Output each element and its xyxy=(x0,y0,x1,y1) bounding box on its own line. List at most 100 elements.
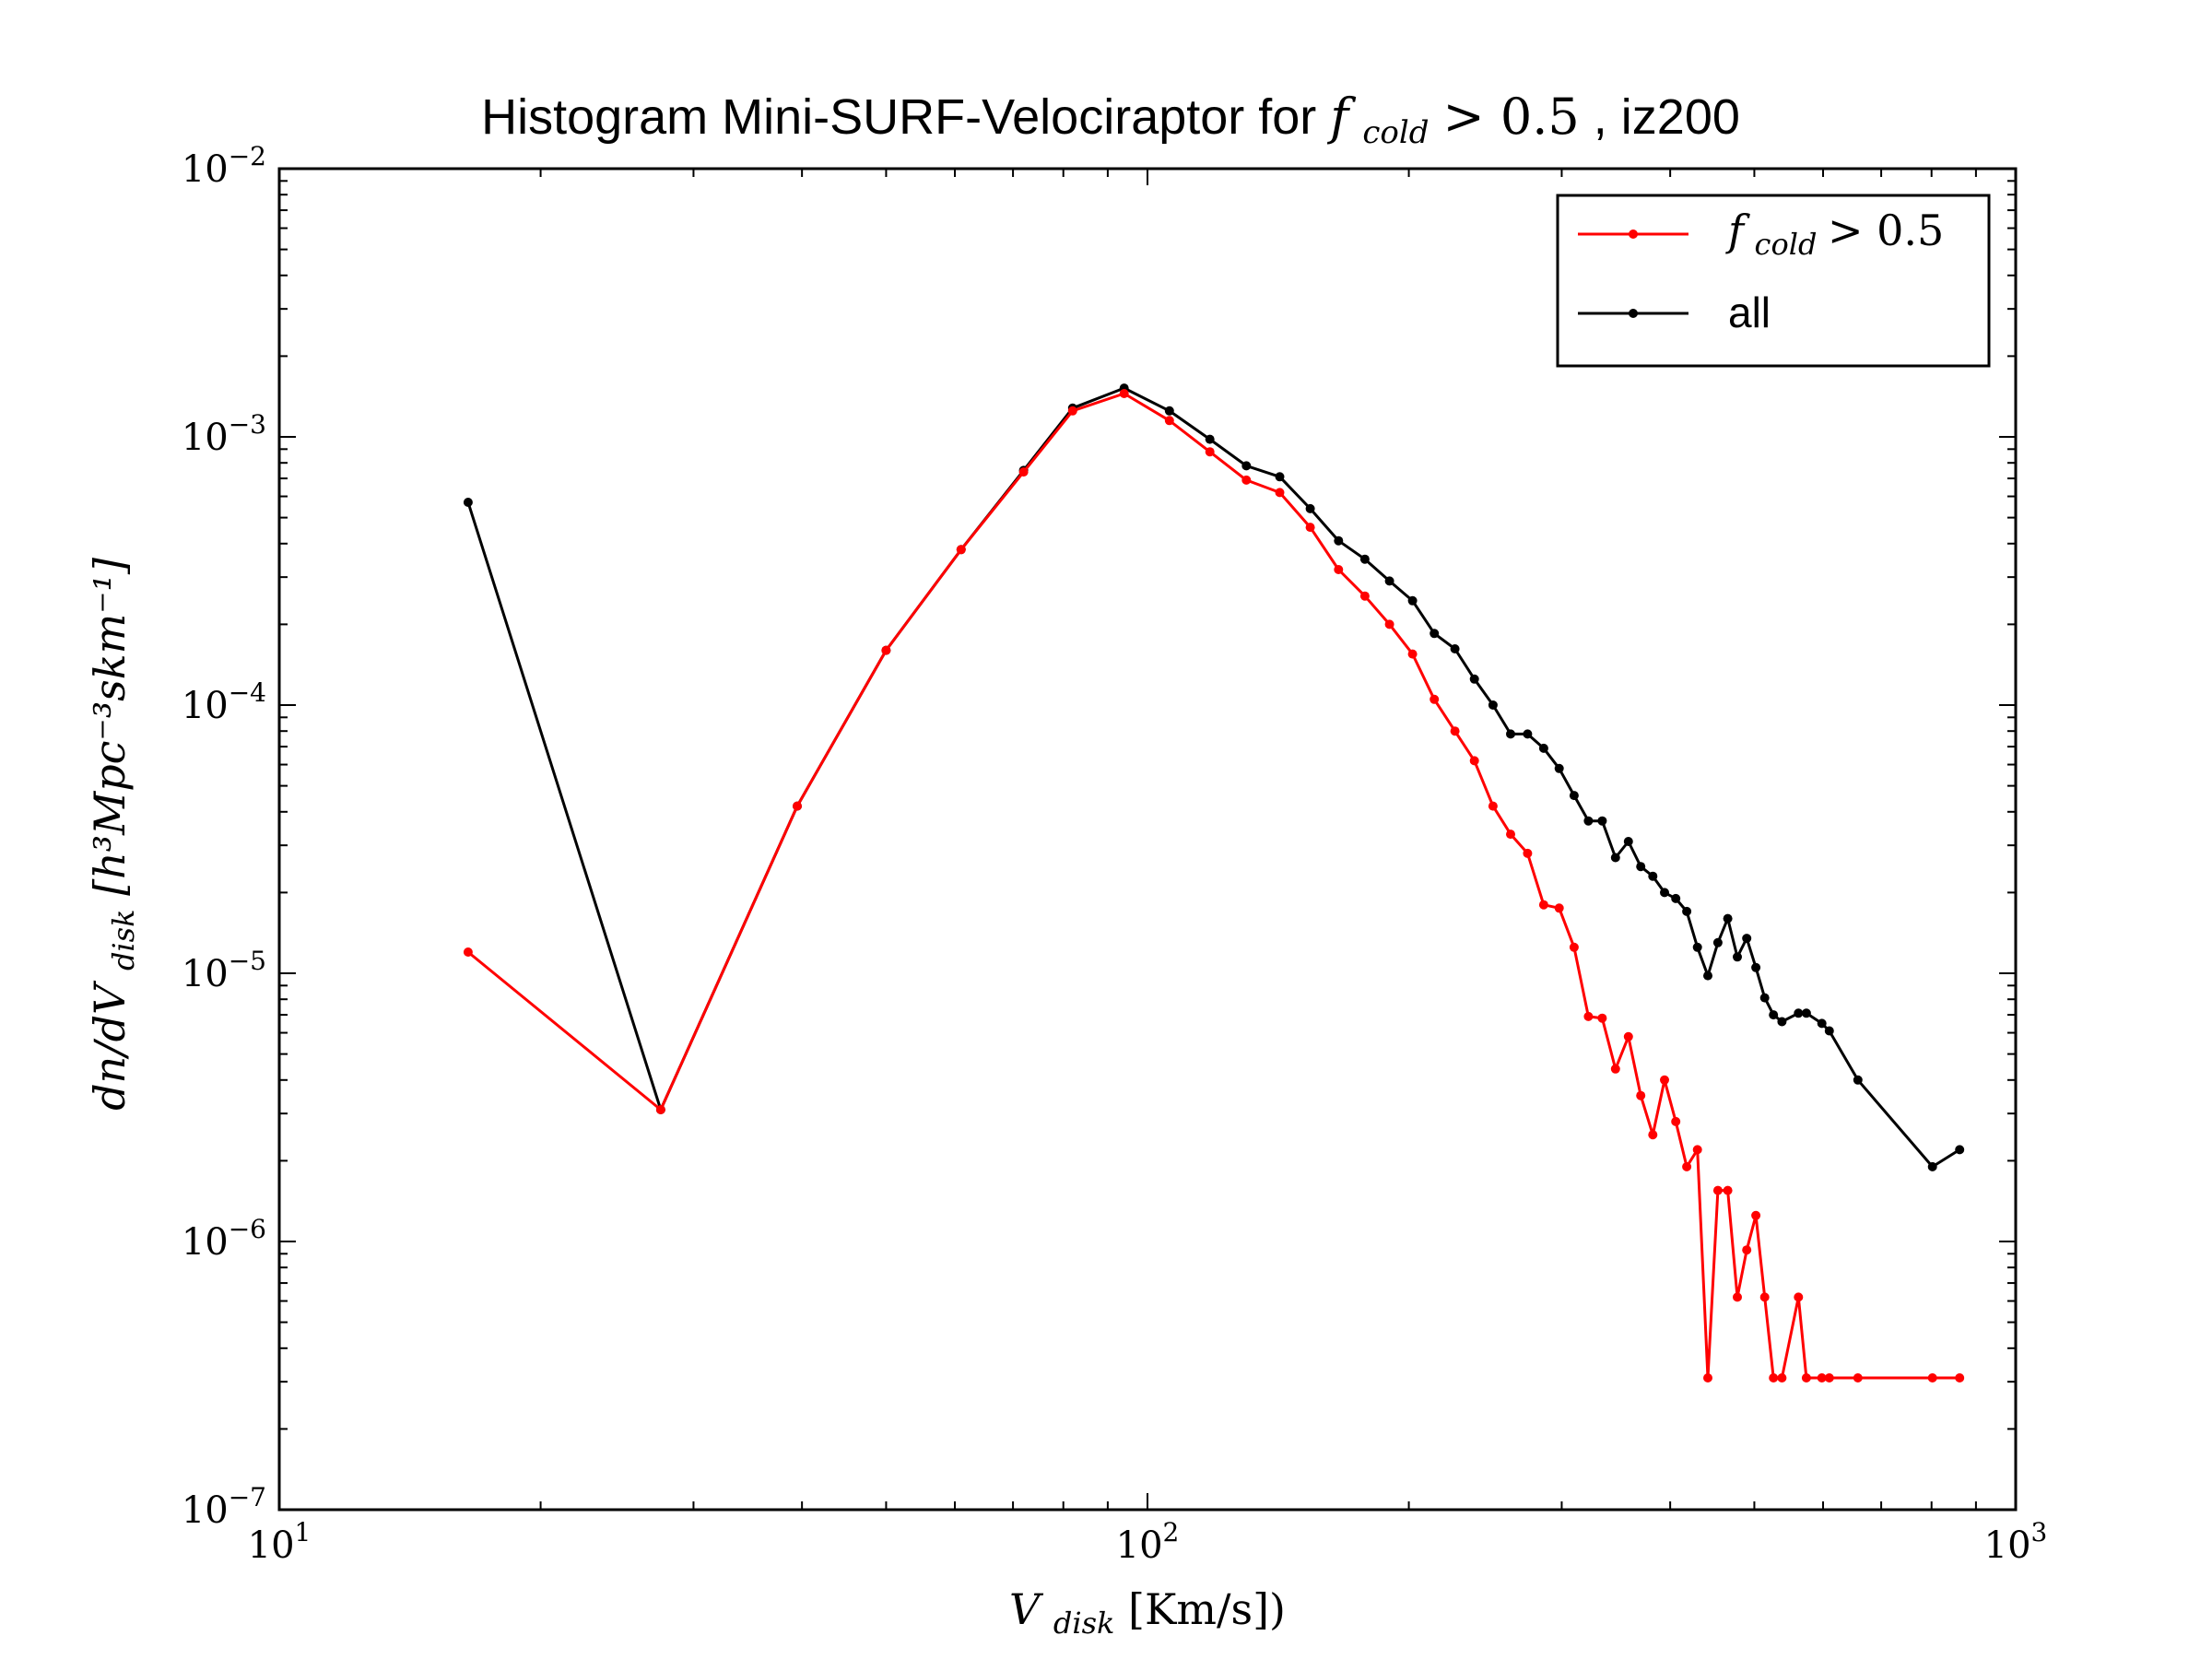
point-fcold xyxy=(1660,1075,1669,1085)
x-axis-label: V disk [Km/s]) xyxy=(1009,1584,1286,1643)
x-tick-label-exp: 2 xyxy=(1163,1517,1180,1547)
point-all xyxy=(1205,434,1215,444)
point-fcold xyxy=(1692,1145,1702,1155)
line-fcold xyxy=(466,392,1960,1380)
x-axis-label-sub: disk xyxy=(1053,1606,1115,1641)
point-all xyxy=(1777,1017,1787,1027)
point-all xyxy=(1801,1008,1811,1018)
point-all xyxy=(1538,743,1548,753)
point-all xyxy=(1853,1075,1863,1085)
point-all xyxy=(1430,629,1440,639)
point-all xyxy=(1523,729,1533,739)
point-all xyxy=(1469,674,1479,684)
point-all xyxy=(1648,871,1658,881)
axis-ticks xyxy=(278,169,2016,1511)
legend-label-fcold-sub: cold xyxy=(1755,227,1818,262)
plot-frame xyxy=(277,167,2018,1512)
point-fcold xyxy=(1488,801,1498,811)
point-all xyxy=(1733,952,1742,962)
point-all xyxy=(1623,837,1633,846)
x-tick-label-exp: 3 xyxy=(2031,1517,2048,1547)
point-fcold xyxy=(1450,726,1460,736)
point-all xyxy=(1817,1018,1827,1029)
y-tick-label-base: 10 xyxy=(182,1221,229,1264)
point-fcold xyxy=(1623,1031,1633,1041)
y-tick-label-base: 10 xyxy=(182,685,229,727)
point-all xyxy=(1660,888,1669,898)
point-all xyxy=(1955,1145,1965,1155)
point-fcold xyxy=(655,1105,665,1114)
y-tick-label: 10−3 xyxy=(182,409,266,459)
point-all xyxy=(1569,791,1579,801)
y-tick-label-exp: −3 xyxy=(229,409,266,440)
y-axis-label-text: dn/dV xyxy=(85,980,135,1111)
point-fcold xyxy=(1506,830,1515,840)
point-fcold xyxy=(1018,467,1029,477)
y-tick-label: 10−5 xyxy=(182,946,266,995)
point-all xyxy=(1450,644,1460,653)
point-fcold xyxy=(1671,1116,1681,1126)
point-all xyxy=(1334,535,1344,546)
point-fcold xyxy=(1164,416,1174,426)
legend-label-fcold-var: f xyxy=(1725,206,1750,255)
y-tick-label: 10−2 xyxy=(182,141,266,191)
point-fcold xyxy=(1597,1013,1607,1023)
point-all xyxy=(1671,893,1681,903)
point-fcold xyxy=(1523,848,1533,858)
point-all xyxy=(1610,853,1620,863)
point-fcold xyxy=(1538,900,1548,910)
y-axis-label: dn/dV disk [h³Mpc⁻³skm⁻¹] xyxy=(85,558,144,1111)
legend: f cold > 0.5 all xyxy=(1556,194,1991,368)
chart-title: Histogram Mini-SURF-Velociraptor for f c… xyxy=(481,88,1740,154)
y-tick-label-base: 10 xyxy=(182,1489,229,1532)
y-tick-label-base: 10 xyxy=(182,148,229,191)
point-fcold xyxy=(1610,1064,1620,1074)
point-all xyxy=(1241,461,1252,471)
point-all xyxy=(1794,1008,1804,1018)
point-all xyxy=(1554,763,1564,773)
point-all xyxy=(1927,1161,1937,1171)
point-fcold xyxy=(956,545,966,555)
point-fcold xyxy=(463,947,473,957)
point-all xyxy=(1703,971,1712,981)
point-all xyxy=(1769,1010,1779,1020)
series-fcold xyxy=(463,389,1965,1382)
legend-frame xyxy=(1556,194,1991,368)
point-fcold xyxy=(881,645,891,655)
x-tick-label-base: 10 xyxy=(248,1524,295,1567)
point-fcold xyxy=(1682,1161,1692,1171)
chart-title-math-rel: > 0.5 xyxy=(1442,88,1579,146)
point-all xyxy=(1359,554,1370,564)
point-fcold xyxy=(1853,1373,1863,1382)
point-fcold xyxy=(1067,406,1077,416)
y-tick-label: 10−4 xyxy=(182,677,266,727)
point-fcold xyxy=(1733,1292,1742,1302)
point-all xyxy=(463,498,473,507)
point-all xyxy=(1751,962,1761,972)
point-fcold xyxy=(1927,1373,1937,1382)
point-fcold xyxy=(1801,1373,1811,1382)
series-layer xyxy=(463,383,1965,1382)
point-fcold xyxy=(1359,591,1370,601)
point-fcold xyxy=(1554,903,1564,913)
legend-marker-all xyxy=(1629,309,1638,318)
point-all xyxy=(1305,503,1315,513)
point-fcold xyxy=(1742,1245,1752,1255)
point-fcold xyxy=(1777,1373,1787,1382)
point-fcold xyxy=(1759,1292,1770,1302)
point-fcold xyxy=(1334,565,1344,574)
x-tick-label-exp: 1 xyxy=(295,1517,312,1547)
y-tick-label-exp: −6 xyxy=(229,1214,266,1244)
point-all xyxy=(1583,816,1594,826)
y-tick-label: 10−7 xyxy=(182,1482,266,1532)
point-fcold xyxy=(1469,756,1479,766)
legend-label-all: all xyxy=(1728,288,1771,336)
legend-label-fcold: f cold > 0.5 xyxy=(1725,206,1944,264)
point-all xyxy=(1742,934,1752,944)
y-axis-label-rest: [h³Mpc⁻³skm⁻¹] xyxy=(85,558,135,896)
point-fcold xyxy=(1955,1373,1965,1382)
point-fcold xyxy=(793,801,802,811)
point-all xyxy=(1682,906,1692,916)
point-fcold xyxy=(1569,942,1579,952)
point-fcold xyxy=(1205,447,1215,457)
